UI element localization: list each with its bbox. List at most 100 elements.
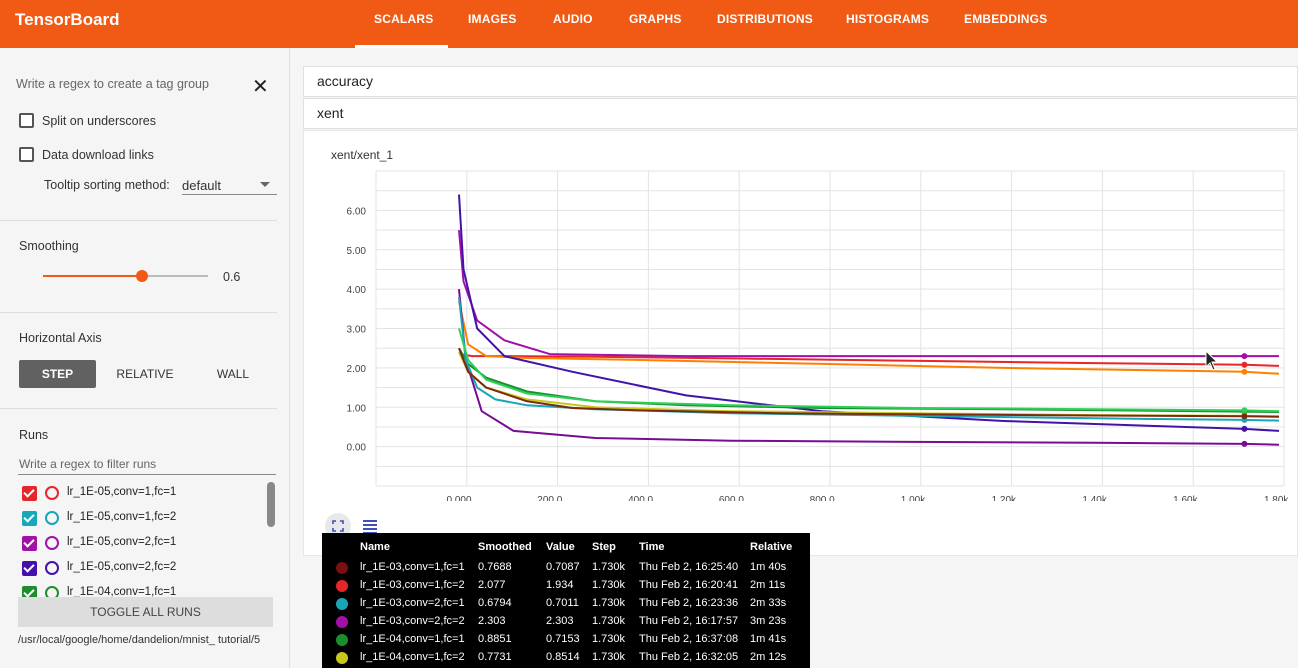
tooltip-cell-relative: 2m 11s	[750, 579, 786, 591]
run-checkbox[interactable]	[22, 486, 37, 501]
chevron-down-icon[interactable]	[260, 182, 270, 187]
tooltip-cell-smoothed: 0.7688	[478, 561, 512, 573]
tag-group-accuracy[interactable]: accuracy	[303, 66, 1298, 97]
run-label: lr_1E-05,conv=2,fc=2	[67, 561, 177, 573]
run-label: lr_1E-05,conv=1,fc=2	[67, 511, 177, 523]
tooltip-cell-step: 1.730k	[592, 579, 626, 591]
tooltip-cell-value: 0.7087	[546, 561, 580, 573]
x-tick-label: 200.0	[537, 495, 562, 501]
tooltip-cell-smoothed: 0.8851	[478, 633, 512, 645]
close-icon[interactable]: ✕	[252, 76, 269, 98]
tag-regex-input[interactable]: Write a regex to create a tag group	[16, 77, 209, 91]
axis-step-button[interactable]: STEP	[19, 360, 96, 388]
sidebar: Write a regex to create a tag group ✕ Sp…	[0, 48, 290, 668]
tooltip-cell-value: 1.934	[546, 579, 574, 591]
series-line[interactable]	[458, 353, 1280, 367]
run-label: lr_1E-05,conv=2,fc=1	[67, 536, 177, 548]
y-tick-label: 6.00	[347, 206, 367, 217]
axis-relative-button[interactable]: RELATIVE	[116, 367, 174, 381]
run-color-dot	[336, 598, 348, 610]
tooltip-column-header: Time	[639, 541, 665, 553]
toggle-all-runs-button[interactable]: TOGGLE ALL RUNS	[18, 597, 273, 627]
divider	[0, 312, 277, 313]
tooltip-column-header: Relative	[750, 541, 793, 553]
tooltip-row: lr_1E-03,conv=2,fc=1 0.6794 0.7011 1.730k Th…	[322, 595, 810, 613]
series-line[interactable]	[458, 194, 1280, 432]
scalar-chart[interactable]: 0.00 1.00 2.00 3.00 4.00 5.00 6.00 0.000 200.0 40…	[304, 161, 1297, 501]
tooltip-cell-name: lr_1E-04,conv=1,fc=1	[360, 633, 465, 645]
tab-histograms[interactable]: HISTOGRAMS	[846, 12, 930, 26]
run-checkbox[interactable]	[22, 511, 37, 526]
axis-wall-button[interactable]: WALL	[216, 367, 250, 381]
series-line[interactable]	[458, 328, 1280, 413]
filter-underline	[18, 474, 276, 475]
tooltip-sorting-select[interactable]: default	[182, 178, 222, 193]
tab-embeddings[interactable]: EMBEDDINGS	[964, 12, 1048, 26]
hover-point	[1241, 353, 1248, 360]
hover-point	[1241, 440, 1248, 447]
series-line[interactable]	[458, 347, 1280, 418]
runs-label: Runs	[19, 428, 49, 442]
tooltip-cell-name: lr_1E-03,conv=2,fc=1	[360, 597, 465, 609]
split-underscores-checkbox[interactable]	[19, 113, 34, 128]
tooltip-cell-value: 0.8514	[546, 651, 580, 663]
x-tick-label: 0.000	[446, 495, 471, 501]
x-tick-label: 400.0	[628, 495, 653, 501]
x-tick-label: 1.60k	[1173, 495, 1198, 501]
tab-scalars[interactable]: SCALARS	[374, 12, 434, 26]
smoothing-slider-handle[interactable]	[136, 270, 148, 282]
active-tab-indicator	[355, 45, 448, 48]
hover-point	[1241, 425, 1248, 432]
tooltip-cell-step: 1.730k	[592, 597, 626, 609]
top-app-bar: TensorBoard SCALARS IMAGES AUDIO GRAPHS DIST…	[0, 0, 1298, 48]
run-checkbox[interactable]	[22, 561, 37, 576]
x-tick-label: 1.00k	[901, 495, 926, 501]
run-color-radio[interactable]	[45, 486, 59, 500]
hover-point	[1241, 361, 1248, 368]
tooltip-cell-name: lr_1E-03,conv=1,fc=2	[360, 579, 465, 591]
tab-audio[interactable]: AUDIO	[553, 12, 593, 26]
run-color-radio[interactable]	[45, 536, 59, 550]
tooltip-cell-time: Thu Feb 2, 16:20:41	[639, 579, 739, 591]
tab-distributions[interactable]: DISTRIBUTIONS	[717, 12, 813, 26]
tooltip-cell-value: 0.7153	[546, 633, 580, 645]
chart-tooltip: Name Smoothed Value Step Time Relative lr_1E-…	[322, 533, 810, 668]
series-line[interactable]	[458, 347, 1280, 413]
divider	[0, 408, 277, 409]
tooltip-cell-smoothed: 2.077	[478, 579, 506, 591]
runs-filter-input[interactable]: Write a regex to filter runs	[19, 457, 157, 471]
tooltip-column-header: Name	[360, 541, 390, 553]
tooltip-row: lr_1E-03,conv=1,fc=2 2.077 1.934 1.730k Thu …	[322, 577, 810, 595]
run-color-dot	[336, 580, 348, 592]
tooltip-column-header: Smoothed	[478, 541, 532, 553]
tooltip-cell-relative: 1m 40s	[750, 561, 787, 573]
run-color-radio[interactable]	[45, 511, 59, 525]
tooltip-sorting-label: Tooltip sorting method:	[44, 178, 170, 192]
tooltip-cell-time: Thu Feb 2, 16:32:05	[639, 651, 739, 663]
tab-images[interactable]: IMAGES	[468, 12, 517, 26]
tag-group-xent[interactable]: xent	[303, 98, 1298, 129]
list-icon[interactable]	[357, 513, 383, 539]
runs-scrollbar[interactable]	[267, 482, 275, 527]
tooltip-cell-time: Thu Feb 2, 16:23:36	[639, 597, 739, 609]
tooltip-cell-name: lr_1E-03,conv=1,fc=1	[360, 561, 465, 573]
series-line[interactable]	[458, 230, 1279, 358]
run-checkbox[interactable]	[22, 536, 37, 551]
series-line[interactable]	[458, 289, 1280, 446]
run-color-radio[interactable]	[45, 561, 59, 575]
y-tick-label: 0.00	[347, 443, 367, 454]
series-line[interactable]	[458, 300, 1280, 375]
tooltip-cell-smoothed: 0.6794	[478, 597, 512, 609]
divider	[0, 220, 277, 221]
x-tick-label: 600.0	[719, 495, 744, 501]
download-links-checkbox[interactable]	[19, 147, 34, 162]
tooltip-cell-relative: 2m 12s	[750, 651, 787, 663]
tooltip-row: lr_1E-04,conv=1,fc=1 0.8851 0.7153 1.730k Th…	[322, 631, 810, 649]
tooltip-cell-step: 1.730k	[592, 615, 626, 627]
smoothing-value[interactable]: 0.6	[223, 270, 241, 284]
tab-graphs[interactable]: GRAPHS	[629, 12, 682, 26]
tooltip-cell-relative: 2m 33s	[750, 597, 787, 609]
tooltip-cell-value: 0.7011	[546, 597, 579, 609]
x-tick-label: 1.80k	[1264, 495, 1289, 501]
run-color-dot	[336, 616, 348, 628]
